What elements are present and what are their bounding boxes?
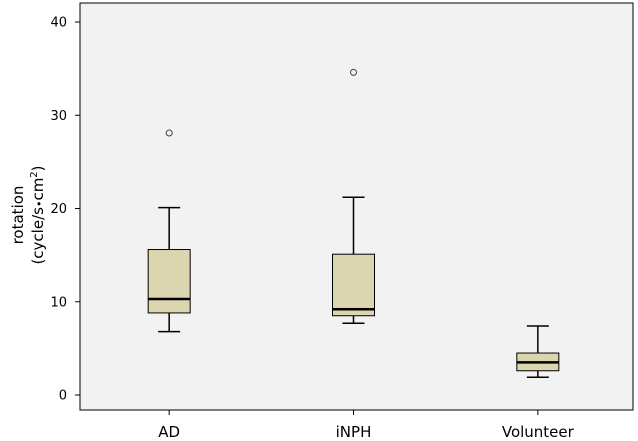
iqr-box [147, 249, 191, 314]
x-category-label: iNPH [336, 423, 372, 441]
outlier-point [165, 129, 173, 137]
y-axis-unit-prefix: (cycle/s [29, 207, 47, 265]
y-axis-title: rotation (cycle/s•cm2) [9, 165, 47, 264]
y-axis: 0 10 20 30 40 [50, 16, 80, 404]
y-axis-title-line1: rotation [9, 186, 27, 245]
y-axis-unit-dot: • [33, 201, 46, 208]
boxes [147, 68, 560, 379]
iqr-box [332, 253, 375, 317]
plot-area [79, 2, 634, 411]
box-inph [332, 68, 375, 324]
box-ad [147, 129, 191, 333]
y-axis-title-line2: (cycle/s•cm2) [29, 165, 47, 264]
x-category-label: AD [158, 423, 180, 441]
y-axis-unit-cm: cm [29, 178, 47, 201]
y-axis-unit-suffix: ) [29, 165, 47, 171]
y-tick-label: 20 [50, 202, 67, 217]
x-category-label: Volunteer [502, 423, 575, 441]
y-axis-unit-sup: 2 [29, 171, 40, 177]
y-tick-label: 30 [50, 109, 67, 124]
y-tick-label: 0 [59, 389, 67, 404]
x-axis-labels: AD iNPH Volunteer [158, 410, 575, 441]
box-volunteer [516, 325, 560, 379]
outlier-point [350, 68, 357, 76]
y-tick-label: 40 [50, 16, 67, 31]
y-tick-label: 10 [50, 295, 67, 310]
